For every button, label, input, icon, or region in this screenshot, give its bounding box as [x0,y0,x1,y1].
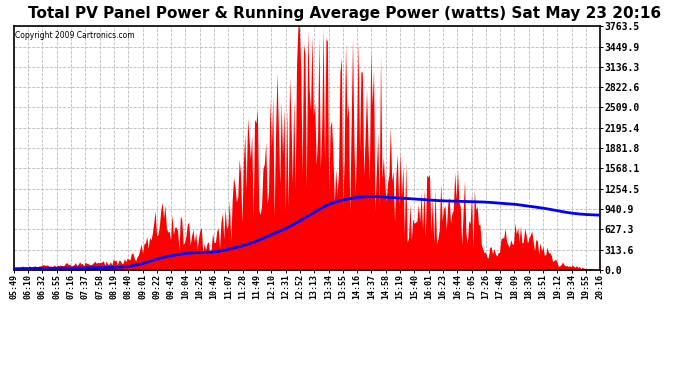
Text: Copyright 2009 Cartronics.com: Copyright 2009 Cartronics.com [15,31,135,40]
Text: Total PV Panel Power & Running Average Power (watts) Sat May 23 20:16: Total PV Panel Power & Running Average P… [28,6,662,21]
